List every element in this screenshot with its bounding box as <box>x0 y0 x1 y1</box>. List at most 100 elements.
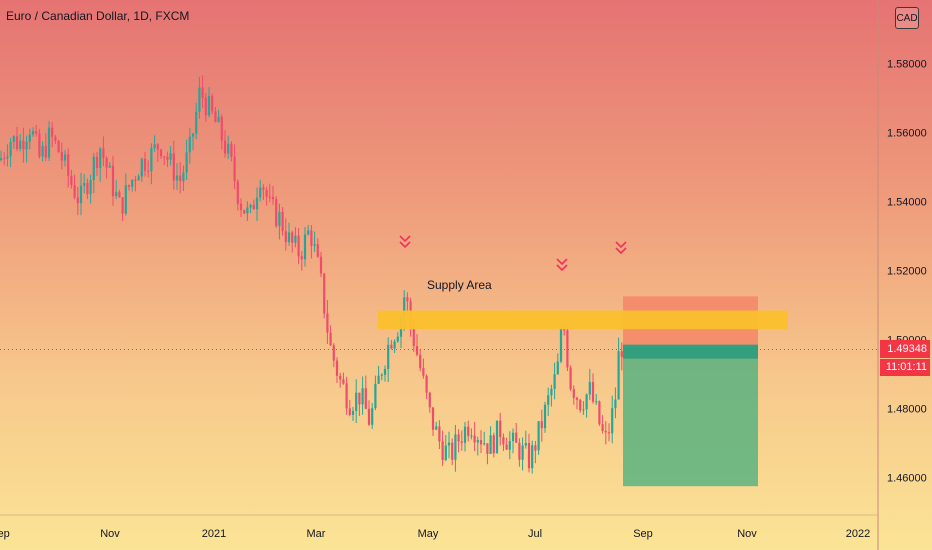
candle-body <box>143 158 147 171</box>
candle-body <box>508 441 511 450</box>
candle-body <box>137 176 140 181</box>
candle-body <box>566 330 569 368</box>
candle-body <box>179 175 182 182</box>
candle-body <box>335 360 339 376</box>
candle-body <box>108 165 111 168</box>
annotation-layer: Supply Area <box>0 235 878 350</box>
candle-body <box>159 149 163 157</box>
candle-body <box>47 127 51 158</box>
candle-body <box>63 154 67 161</box>
candle-body <box>41 146 44 157</box>
candle-body <box>540 421 543 429</box>
candle-body <box>207 96 211 116</box>
candle-body <box>70 175 73 185</box>
candle-body <box>262 187 265 190</box>
x-tick-label: Nov <box>737 528 757 540</box>
candle-body <box>499 420 502 438</box>
candle-body <box>345 383 348 409</box>
candle-body <box>518 442 521 460</box>
candle-body <box>249 204 252 208</box>
candle-body <box>473 435 476 443</box>
candle-body <box>454 434 457 460</box>
candle-body <box>515 432 518 443</box>
candle-body <box>217 116 220 123</box>
candle-body <box>140 158 143 177</box>
candle-body <box>457 434 460 442</box>
candle-body <box>383 368 387 375</box>
candle-body <box>102 148 105 158</box>
candle-body <box>255 197 259 210</box>
candle-body <box>537 421 540 451</box>
candle-body <box>364 388 367 409</box>
candle-body <box>559 329 563 362</box>
candle-body <box>511 432 515 442</box>
candle-body <box>531 445 534 469</box>
candle-body <box>575 397 579 400</box>
candle-body <box>28 134 31 142</box>
candle-body <box>492 435 495 454</box>
candle-body <box>329 332 332 346</box>
candle-body <box>25 141 28 150</box>
candle-body <box>425 375 428 393</box>
candle-body <box>591 382 595 402</box>
chevron-down-icon <box>556 258 568 266</box>
candle-body <box>595 401 598 403</box>
candle-body <box>467 426 470 437</box>
candle-body <box>550 388 553 396</box>
candle-body <box>367 408 371 425</box>
candle-body <box>287 232 291 243</box>
candle-body <box>419 354 422 369</box>
candle-body <box>19 140 22 150</box>
candle-body <box>332 345 335 361</box>
candle-body <box>31 131 35 135</box>
candle-body <box>147 170 150 172</box>
candle-body <box>307 230 310 235</box>
candle-body <box>243 210 246 214</box>
candle-body <box>79 185 83 204</box>
candle-body <box>191 133 195 137</box>
candle-body <box>387 344 390 369</box>
candle-body <box>435 426 438 430</box>
candle-body <box>220 116 223 141</box>
candle-body <box>355 392 358 411</box>
candle-body <box>486 443 489 454</box>
candle-body <box>607 432 611 434</box>
candle-body <box>313 244 316 246</box>
candle-body <box>275 199 278 227</box>
y-tick-label: 1.56000 <box>887 127 927 139</box>
last-price-label: 1.49348 <box>880 340 930 358</box>
candle-body <box>463 426 467 443</box>
candle-body <box>278 211 281 227</box>
candle-body <box>211 96 214 112</box>
candle-body <box>444 445 447 460</box>
candle-body <box>57 140 60 153</box>
candle-body <box>153 144 156 149</box>
candle-body <box>281 211 284 232</box>
candle-body <box>393 341 396 349</box>
x-tick-label: May <box>418 528 439 540</box>
candle-body <box>89 180 92 195</box>
candle-body <box>172 153 175 181</box>
candle-body <box>252 204 255 210</box>
candle-body <box>460 441 463 443</box>
candle-body <box>371 408 374 425</box>
candle-body <box>271 196 275 200</box>
candle-body <box>300 256 303 260</box>
candle-body <box>38 133 41 157</box>
candle-layer <box>0 75 623 474</box>
candle-body <box>620 351 623 357</box>
candle-body <box>543 404 547 429</box>
candle-body <box>441 441 444 460</box>
candle-body <box>284 231 287 243</box>
currency-button[interactable]: CAD <box>895 7 919 29</box>
candle-body <box>323 273 326 314</box>
candle-body <box>361 388 364 405</box>
candle-body <box>294 235 297 243</box>
candle-body <box>358 392 361 405</box>
candle-body <box>99 148 102 169</box>
candle-body <box>604 430 607 433</box>
candle-body <box>60 152 63 161</box>
chevron-down-icon <box>615 241 627 249</box>
